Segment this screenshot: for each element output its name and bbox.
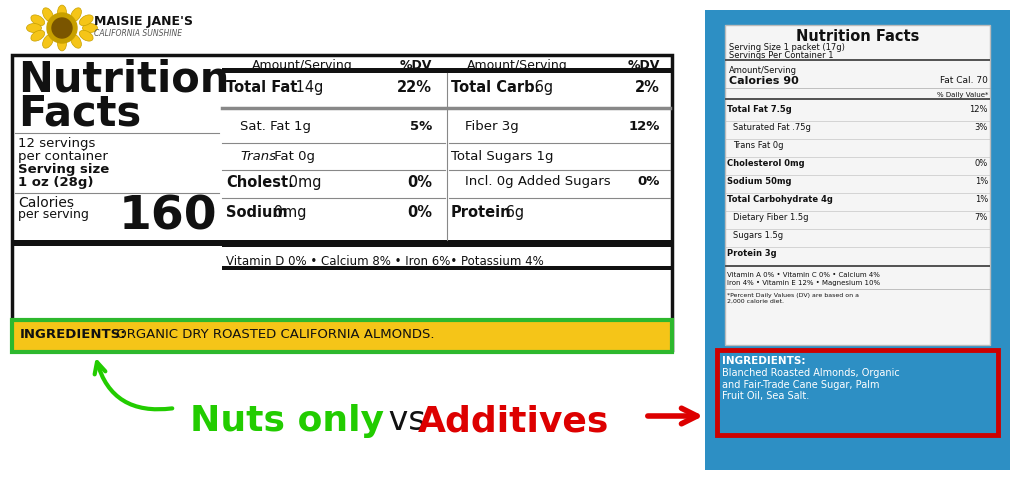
Text: 22%: 22% — [397, 80, 432, 95]
Text: Blanched Roasted Almonds, Organic
and Fair-Trade Cane Sugar, Palm
Fruit Oil, Sea: Blanched Roasted Almonds, Organic and Fa… — [722, 368, 900, 401]
Text: 7%: 7% — [975, 213, 988, 222]
Text: per serving: per serving — [18, 208, 89, 221]
Text: Total Carbohydrate 4g: Total Carbohydrate 4g — [727, 195, 833, 204]
Text: Fiber 3g: Fiber 3g — [465, 120, 519, 133]
Text: Calories 90: Calories 90 — [729, 76, 799, 86]
Ellipse shape — [80, 15, 93, 26]
Ellipse shape — [83, 24, 97, 32]
Text: Serving size: Serving size — [18, 163, 110, 176]
Text: 0%: 0% — [407, 175, 432, 190]
Text: CALIFORNIA SUNSHINE: CALIFORNIA SUNSHINE — [94, 29, 182, 37]
Text: Trans Fat 0g: Trans Fat 0g — [733, 141, 783, 150]
Text: 12%: 12% — [970, 105, 988, 114]
Text: Nuts only: Nuts only — [190, 404, 384, 438]
Text: Protein: Protein — [451, 205, 512, 220]
Text: Total Fat: Total Fat — [226, 80, 297, 95]
Text: 3%: 3% — [975, 123, 988, 132]
Text: Saturated Fat .75g: Saturated Fat .75g — [733, 123, 811, 132]
Text: %DV: %DV — [628, 59, 660, 72]
Bar — [222, 266, 672, 270]
Text: Fat 0g: Fat 0g — [270, 150, 315, 163]
Text: %DV: %DV — [399, 59, 432, 72]
Text: 12 servings: 12 servings — [18, 137, 95, 150]
Text: Serving Size 1 packet (17g): Serving Size 1 packet (17g) — [729, 43, 845, 52]
Text: Amount/Serving: Amount/Serving — [467, 59, 567, 72]
Text: Vitamin D 0% • Calcium 8% • Iron 6%• Potassium 4%: Vitamin D 0% • Calcium 8% • Iron 6%• Pot… — [226, 255, 544, 268]
Text: Nutrition: Nutrition — [18, 59, 229, 101]
Text: 1%: 1% — [975, 195, 988, 204]
Ellipse shape — [57, 5, 67, 20]
Text: INGREDIENTS:: INGREDIENTS: — [20, 328, 127, 341]
Text: Additives: Additives — [418, 404, 609, 438]
Ellipse shape — [27, 24, 42, 32]
Text: Facts: Facts — [18, 93, 141, 135]
Text: INGREDIENTS:: INGREDIENTS: — [722, 356, 806, 366]
Text: 5%: 5% — [410, 120, 432, 133]
Text: Nutrition Facts: Nutrition Facts — [796, 29, 920, 44]
Ellipse shape — [43, 34, 53, 48]
Text: vs: vs — [378, 404, 436, 437]
Text: 2%: 2% — [635, 80, 660, 95]
Text: Vitamin A 0% • Vitamin C 0% • Calcium 4%: Vitamin A 0% • Vitamin C 0% • Calcium 4% — [727, 272, 880, 278]
Text: Dietary Fiber 1.5g: Dietary Fiber 1.5g — [733, 213, 809, 222]
Ellipse shape — [43, 8, 53, 21]
Text: 12%: 12% — [629, 120, 660, 133]
Text: Sat. Fat 1g: Sat. Fat 1g — [240, 120, 311, 133]
Text: 6g: 6g — [530, 80, 553, 95]
Text: 6g: 6g — [502, 205, 524, 220]
Text: 0%: 0% — [407, 205, 432, 220]
Text: 0%: 0% — [975, 159, 988, 168]
Text: Amount/Serving: Amount/Serving — [252, 59, 352, 72]
Circle shape — [47, 13, 77, 43]
Text: Total Carb.: Total Carb. — [451, 80, 541, 95]
Ellipse shape — [31, 30, 45, 41]
Bar — [725, 59, 990, 61]
Text: 14g: 14g — [291, 80, 324, 95]
Text: 0%: 0% — [638, 175, 660, 188]
Text: Fat Cal. 70: Fat Cal. 70 — [940, 76, 988, 85]
Text: 0mg: 0mg — [284, 175, 322, 190]
Bar — [12, 55, 672, 350]
Ellipse shape — [57, 36, 67, 51]
Text: Servings Per Container 1: Servings Per Container 1 — [729, 51, 834, 60]
Bar — [12, 240, 672, 246]
Text: Calories: Calories — [18, 196, 74, 210]
Text: 160: 160 — [119, 195, 217, 240]
Bar — [12, 320, 672, 352]
Ellipse shape — [71, 8, 82, 21]
Bar — [222, 68, 672, 73]
Text: *Percent Daily Values (DV) are based on a
2,000 calorie diet.: *Percent Daily Values (DV) are based on … — [727, 293, 859, 304]
Bar — [725, 25, 990, 345]
Bar — [222, 242, 672, 247]
Text: Sugars 1.5g: Sugars 1.5g — [733, 231, 783, 240]
Bar — [725, 97, 990, 100]
Text: 0mg: 0mg — [269, 205, 307, 220]
Text: Sodium: Sodium — [226, 205, 288, 220]
Text: Protein 3g: Protein 3g — [727, 249, 776, 258]
Ellipse shape — [31, 15, 45, 26]
Text: Total Sugars 1g: Total Sugars 1g — [451, 150, 554, 163]
Text: Cholesterol 0mg: Cholesterol 0mg — [727, 159, 805, 168]
Text: Amount/Serving: Amount/Serving — [729, 66, 797, 75]
Text: Cholest.: Cholest. — [226, 175, 294, 190]
Text: Sodium 50mg: Sodium 50mg — [727, 177, 792, 186]
Bar — [717, 350, 998, 435]
Bar — [725, 264, 990, 267]
Text: % Daily Value*: % Daily Value* — [937, 92, 988, 98]
Ellipse shape — [80, 30, 93, 41]
Text: Total Fat 7.5g: Total Fat 7.5g — [727, 105, 792, 114]
Text: 1%: 1% — [975, 177, 988, 186]
Text: 1 oz (28g): 1 oz (28g) — [18, 176, 93, 189]
Ellipse shape — [71, 34, 82, 48]
Bar — [705, 10, 1010, 470]
Text: Incl. 0g Added Sugars: Incl. 0g Added Sugars — [465, 175, 610, 188]
Circle shape — [52, 18, 72, 38]
Text: MAISIE JANE'S: MAISIE JANE'S — [94, 15, 193, 28]
Text: ORGANIC DRY ROASTED CALIFORNIA ALMONDS.: ORGANIC DRY ROASTED CALIFORNIA ALMONDS. — [112, 328, 434, 341]
Text: per container: per container — [18, 150, 108, 163]
Text: Iron 4% • Vitamin E 12% • Magnesium 10%: Iron 4% • Vitamin E 12% • Magnesium 10% — [727, 280, 880, 286]
Text: Trans: Trans — [240, 150, 276, 163]
